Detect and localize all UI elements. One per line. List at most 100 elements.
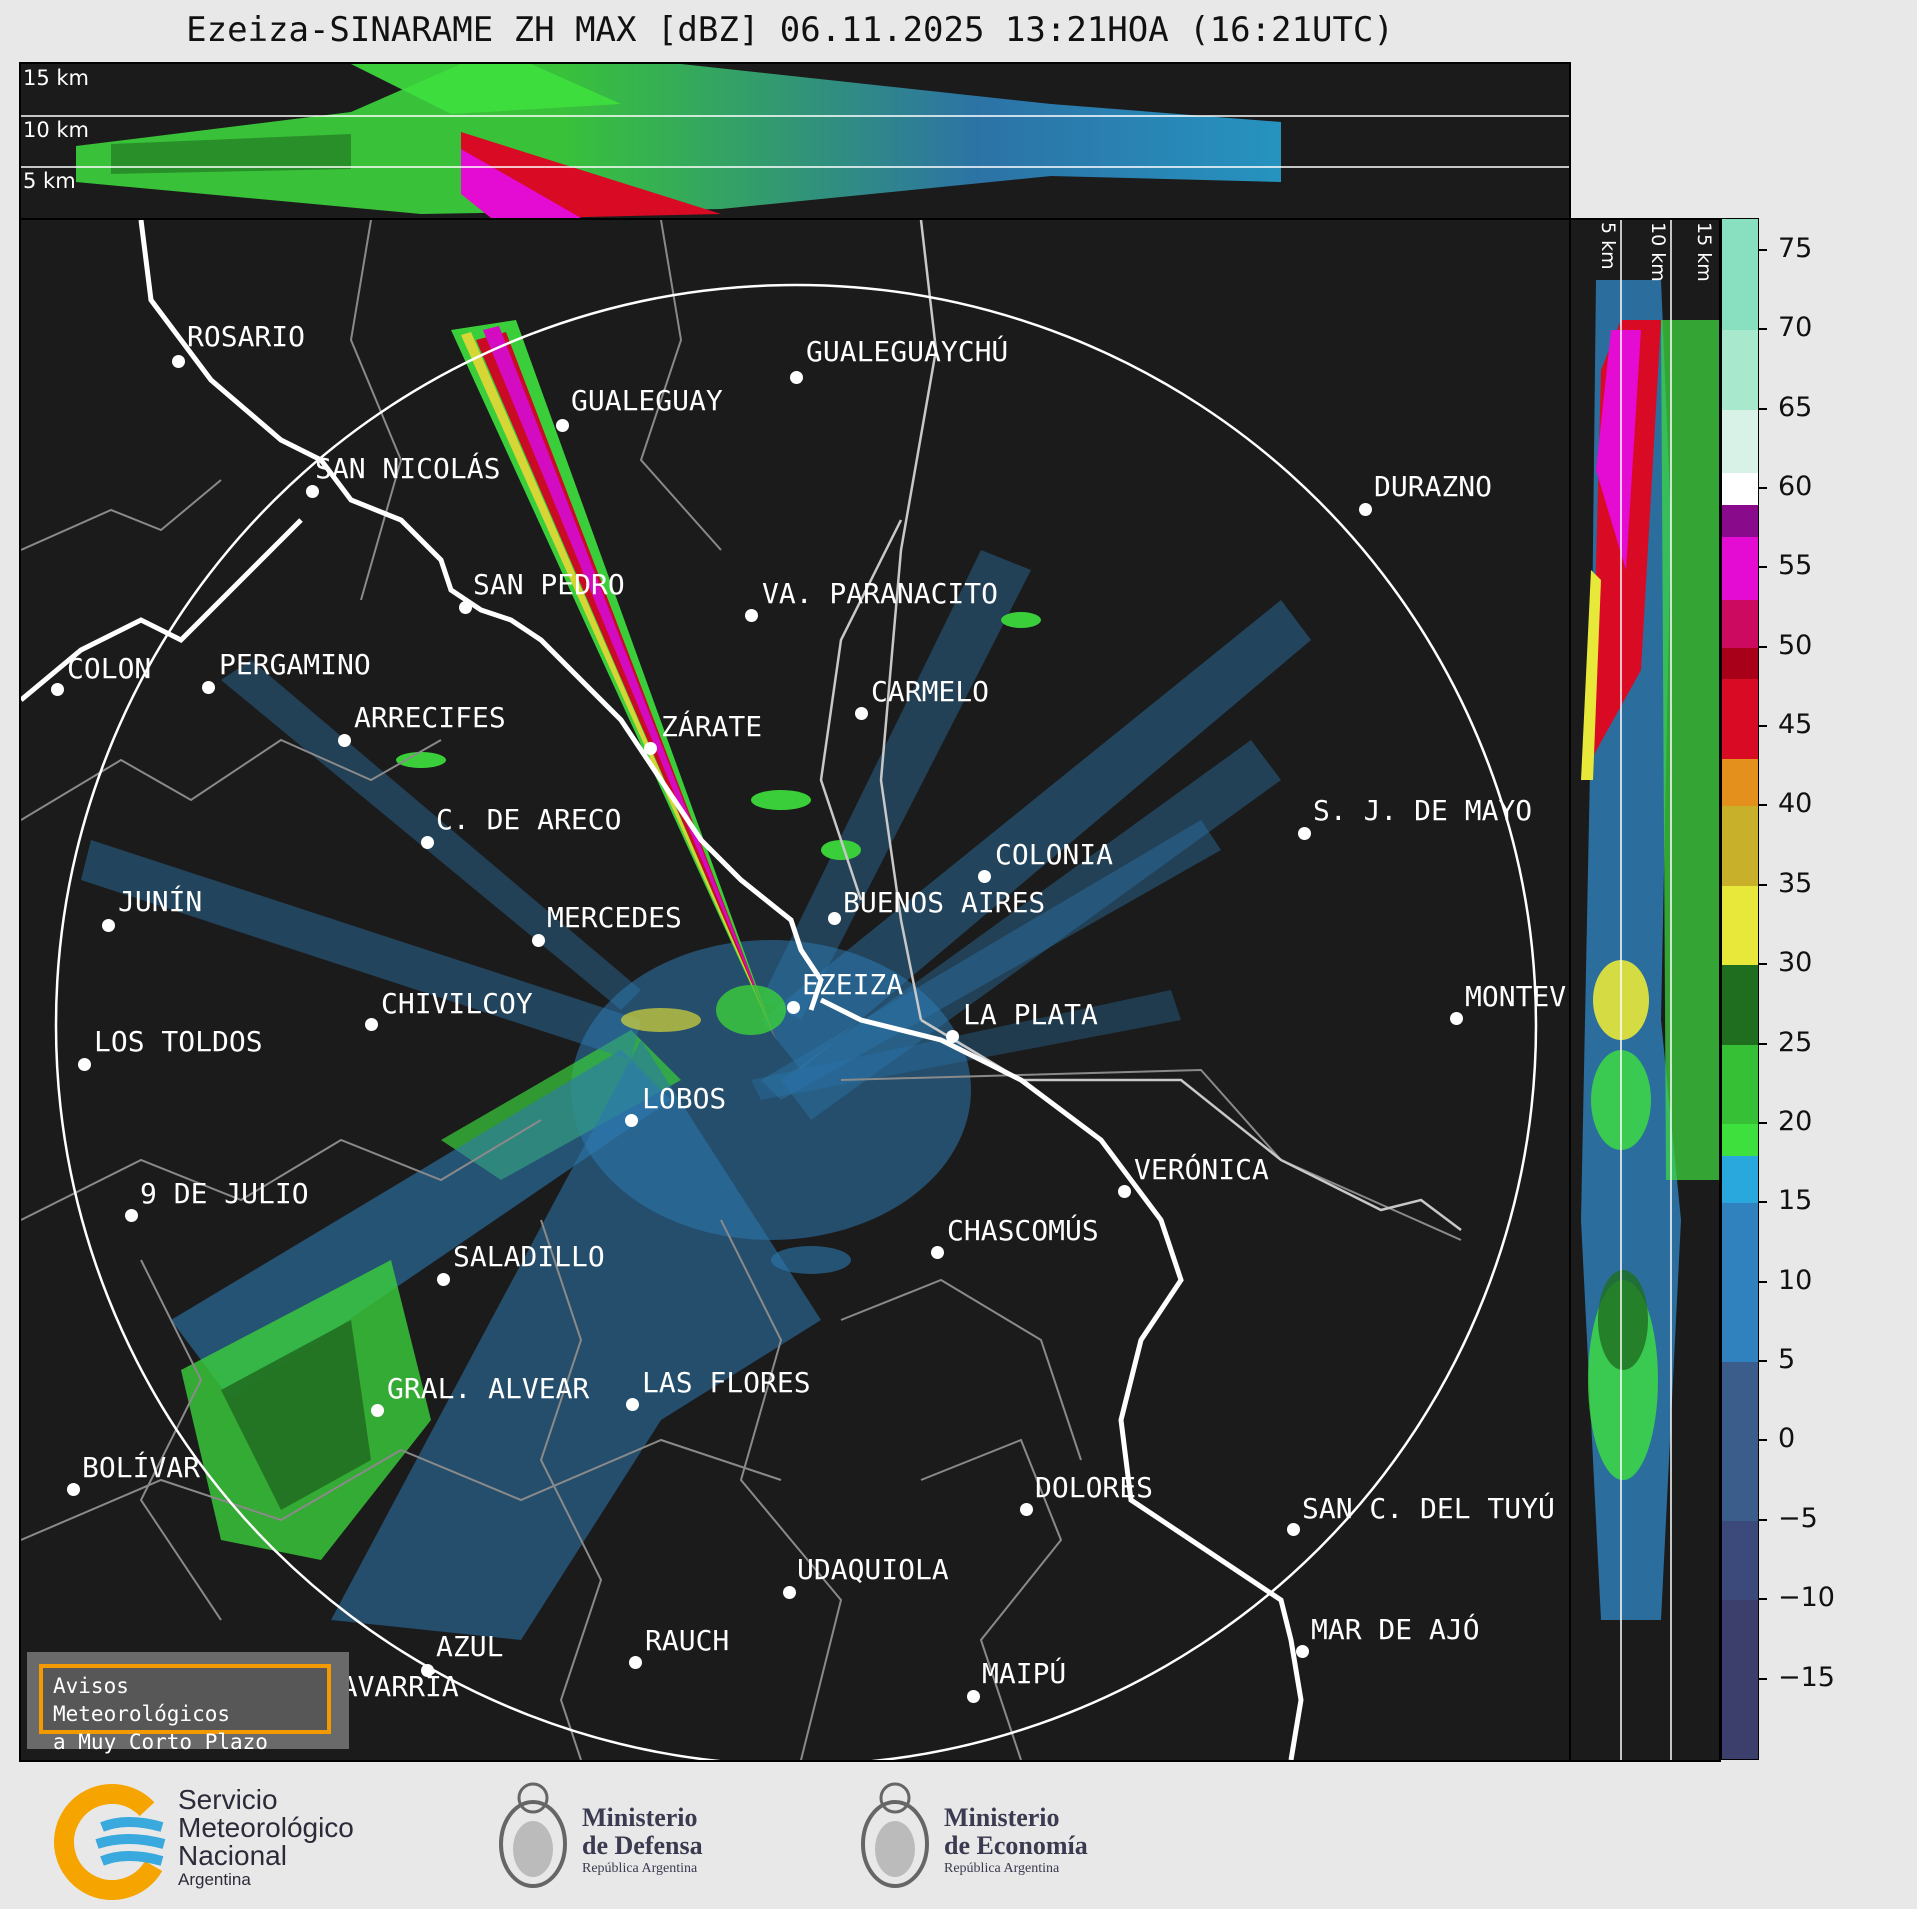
- colorbar-tick-mark: [1759, 1677, 1767, 1680]
- colorbar-tick-mark: [1759, 1518, 1767, 1521]
- city-label-sj-de-mayo: S. J. DE MAYO: [1313, 794, 1533, 827]
- city-label-gral-alvear: GRAL. ALVEAR: [387, 1372, 590, 1405]
- colorbar-tick-label: 20: [1778, 1105, 1813, 1137]
- radar-map-panel: ROSARIO GUALEGUAYCHÚ GUALEGUAY SAN NICOL…: [19, 218, 1571, 1762]
- colorbar-tick-label: −15: [1778, 1661, 1835, 1693]
- city-label-la-plata: LA PLATA: [963, 998, 1098, 1031]
- colorbar-tick-label: −10: [1778, 1582, 1835, 1614]
- colorbar-band: [1722, 600, 1758, 648]
- city-marker-durazno: [1359, 503, 1372, 516]
- economia-seal-icon: [861, 1782, 929, 1888]
- colorbar-band: [1722, 473, 1758, 505]
- colorbar-tick-label: 35: [1778, 867, 1813, 899]
- city-marker-udaquiola: [783, 1586, 796, 1599]
- city-label-dolores: DOLORES: [1035, 1471, 1154, 1504]
- economia-line-3: República Argentina: [944, 1861, 1060, 1876]
- city-marker-san-nicolas: [306, 485, 319, 498]
- city-marker-rosario: [172, 355, 185, 368]
- colorbar-band: [1722, 219, 1758, 331]
- radar-echoes: [81, 320, 1311, 1640]
- city-marker-ezeiza: [787, 1001, 800, 1014]
- city-marker-azul: [421, 1664, 434, 1677]
- city-marker-c-de-areco: [421, 836, 434, 849]
- altitude-label-5km: 5 km: [23, 169, 76, 193]
- colorbar-tick-mark: [1759, 1121, 1767, 1124]
- colorbar-band: [1722, 504, 1758, 537]
- top-cross-section-echoes: [21, 64, 1569, 218]
- city-label-las-flores: LAS FLORES: [642, 1366, 811, 1399]
- city-label-lobos: LOBOS: [642, 1082, 727, 1115]
- colorbar-tick-mark: [1759, 566, 1767, 569]
- colorbar-band: [1722, 536, 1758, 601]
- colorbar-tick-mark: [1759, 725, 1767, 728]
- colorbar-band: [1722, 1044, 1758, 1124]
- dbz-colorbar: [1721, 218, 1759, 1760]
- city-label-san-nicolas: SAN NICOLÁS: [315, 452, 501, 485]
- city-label-chascomus: CHASCOMÚS: [947, 1214, 1099, 1247]
- city-label-gualeguay: GUALEGUAY: [571, 384, 723, 417]
- city-label-carmelo: CARMELO: [871, 675, 990, 708]
- colorbar-tick-label: −5: [1778, 1502, 1818, 1534]
- city-label-buenos-aires: BUENOS AIRES: [843, 886, 1046, 919]
- colorbar-band: [1722, 1520, 1758, 1601]
- colorbar-tick-mark: [1759, 1042, 1767, 1045]
- defensa-line-1: Ministerio: [582, 1803, 698, 1832]
- colorbar-band: [1722, 1123, 1758, 1156]
- colorbar-tick-mark: [1759, 645, 1767, 648]
- city-label-saladillo: SALADILLO: [453, 1240, 605, 1273]
- city-marker-junin: [102, 919, 115, 932]
- city-label-maipu: MAIPÚ: [982, 1657, 1067, 1690]
- side-altitude-label-15km: 15 km: [1693, 222, 1715, 282]
- city-label-zarate: ZÁRATE: [661, 710, 763, 743]
- defensa-line-3: República Argentina: [582, 1861, 698, 1876]
- side-altitude-label-5km: 5 km: [1597, 222, 1619, 270]
- city-label-azul: AZUL: [436, 1630, 504, 1663]
- side-cross-section-echoes: [1581, 220, 1719, 1760]
- city-marker-gral-alvear: [371, 1404, 384, 1417]
- colorbar-tick-mark: [1759, 804, 1767, 807]
- colorbar-band: [1722, 1362, 1758, 1521]
- city-label-udaquiola: UDAQUIOLA: [797, 1553, 949, 1586]
- colorbar-tick-label: 55: [1778, 550, 1813, 582]
- city-label-mercedes: MERCEDES: [547, 901, 682, 934]
- city-label-veronica: VERÓNICA: [1134, 1153, 1269, 1186]
- economia-line-1: Ministerio: [944, 1803, 1060, 1832]
- side-cross-section-panel: 5 km 10 km 15 km: [1569, 218, 1721, 1762]
- colorbar-tick-label: 45: [1778, 709, 1813, 741]
- colorbar-tick-label: 50: [1778, 629, 1813, 661]
- colorbar-tick-label: 30: [1778, 947, 1813, 979]
- coastline: [21, 220, 1304, 1760]
- economia-logo-text: Ministerio de Economía República Argenti…: [944, 1804, 1088, 1878]
- range-ring-240km: [54, 283, 1538, 1760]
- city-marker-veronica: [1118, 1185, 1131, 1198]
- city-marker-san-c-del-tuyu: [1287, 1523, 1300, 1536]
- city-label-pergamino: PERGAMINO: [219, 648, 371, 681]
- city-marker-saladillo: [437, 1273, 450, 1286]
- city-label-bolivar: BOLÍVAR: [82, 1451, 201, 1484]
- colorbar-band: [1722, 885, 1758, 966]
- colorbar-tick-mark: [1759, 883, 1767, 886]
- colorbar-tick-mark: [1759, 1280, 1767, 1283]
- city-marker-zarate: [644, 742, 657, 755]
- smn-line-3: Nacional: [178, 1840, 287, 1871]
- city-marker-las-flores: [626, 1398, 639, 1411]
- city-marker-montevideo: [1450, 1012, 1463, 1025]
- colorbar-tick-label: 10: [1778, 1264, 1813, 1296]
- colorbar-band: [1722, 330, 1758, 410]
- city-label-ezeiza: EZEIZA: [802, 968, 904, 1001]
- colorbar-tick-label: 0: [1778, 1423, 1796, 1455]
- city-label-rosario: ROSARIO: [187, 320, 306, 353]
- warning-box-inner[interactable]: Avisos Meteorológicos a Muy Corto Plazo: [39, 1664, 331, 1754]
- city-marker-lobos: [625, 1114, 638, 1127]
- defensa-logo-text: Ministerio de Defensa República Argentin…: [582, 1804, 703, 1878]
- city-label-va-paranacito: VA. PARANACITO: [762, 577, 999, 610]
- city-label-san-c-del-tuyu: SAN C. DEL TUYÚ: [1302, 1492, 1555, 1525]
- warning-box[interactable]: Avisos Meteorológicos a Muy Corto Plazo: [27, 1652, 349, 1754]
- city-marker-mercedes: [532, 934, 545, 947]
- top-cross-section-panel: 15 km 10 km 5 km: [19, 62, 1571, 220]
- city-label-mar-de-ajo: MAR DE AJÓ: [1311, 1613, 1480, 1646]
- colorbar-tick-label: 40: [1778, 788, 1813, 820]
- map-title: Ezeiza-SINARAME ZH MAX [dBZ] 06.11.2025 …: [186, 10, 1394, 50]
- city-marker-la-plata: [946, 1030, 959, 1043]
- city-label-colonia: COLONIA: [995, 838, 1114, 871]
